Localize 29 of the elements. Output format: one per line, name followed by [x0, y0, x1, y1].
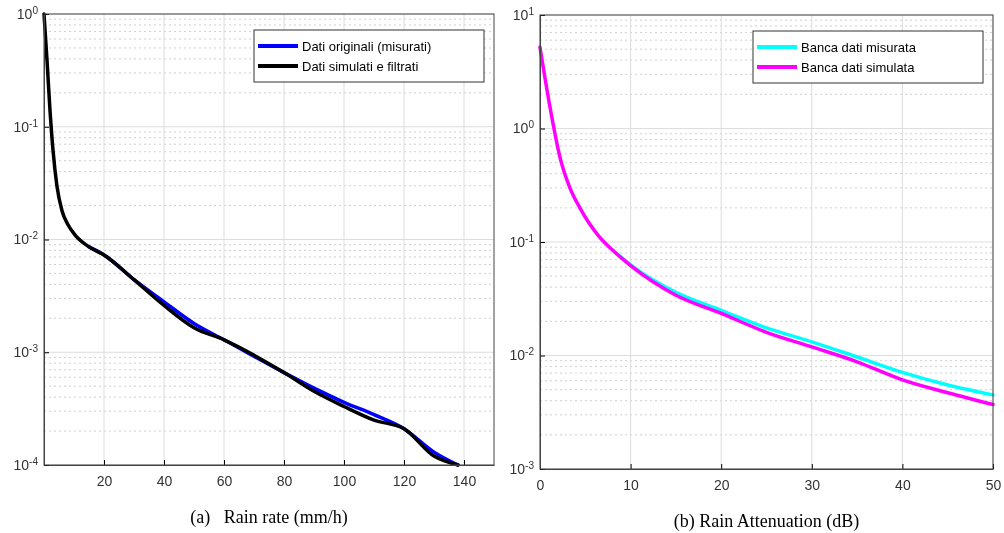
- x-tick-label: 140: [452, 473, 477, 490]
- y-tick-label: 10$^{-3}$: [509, 459, 535, 477]
- y-tick-label: 10$^{-3}$: [13, 342, 39, 361]
- x-axis-title: (a) Rain rate (mm/h): [190, 507, 348, 528]
- y-tick-label: 10$^{-4}$: [13, 455, 39, 473]
- y-tick-label: 10$^{-2}$: [509, 345, 535, 364]
- x-axis-title: (b) Rain Attenuation (dB): [673, 511, 860, 532]
- x-tick-label: 40: [895, 477, 911, 494]
- x-tick-label: 40: [156, 473, 173, 490]
- legend-label: Dati originali (misurati): [302, 38, 432, 54]
- x-tick-label: 0: [536, 477, 545, 494]
- legend-label: Dati simulati e filtrati: [302, 58, 419, 74]
- x-tick-label: 50: [985, 477, 1002, 494]
- y-tick-label: 10$^{0}$: [512, 118, 535, 137]
- x-tick-label: 10: [623, 477, 640, 494]
- x-tick-label: 80: [276, 473, 293, 490]
- x-tick-label: 30: [804, 477, 821, 494]
- legend-label: Banca dati misurata: [801, 39, 917, 55]
- y-tick-label: 10$^{1}$: [512, 5, 535, 23]
- y-tick-label: 10$^{-1}$: [509, 232, 535, 250]
- y-tick-label: 10$^{-2}$: [13, 229, 39, 248]
- y-tick-label: 10$^{0}$: [16, 4, 39, 22]
- x-tick-label: 20: [96, 473, 113, 490]
- y-tick-label: 10$^{-1}$: [13, 117, 39, 135]
- x-tick-label: 60: [216, 473, 233, 490]
- x-tick-label: 100: [332, 473, 357, 490]
- legend-label: Banca dati simulata: [801, 59, 916, 75]
- x-tick-label: 120: [392, 473, 417, 490]
- x-tick-label: 20: [713, 477, 730, 494]
